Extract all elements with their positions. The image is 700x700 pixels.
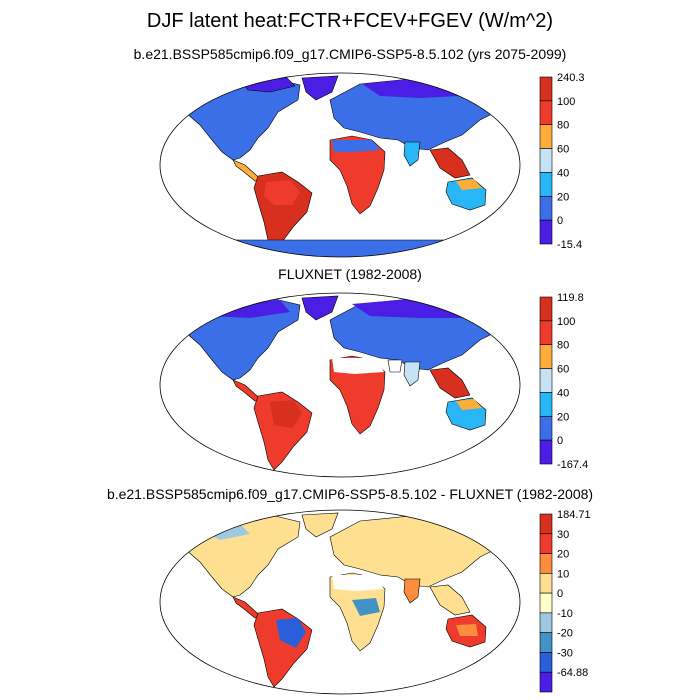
se-asia-2 [429, 367, 471, 399]
south-america-amazon-1 [264, 180, 300, 205]
panel-3-title: b.e21.BSSP585cmip6.f09_g17.CMIP6-SSP5-8.… [106, 486, 594, 502]
colorbar-1-label: 100 [557, 96, 575, 108]
colorbar-3-swatch [539, 592, 553, 614]
colorbar-1-swatch [539, 195, 553, 221]
colorbar-1-swatch [539, 76, 553, 102]
colorbar-3-label: 184.71 [557, 509, 591, 521]
se-asia-1 [429, 147, 471, 179]
colorbar-3-label: 0 [557, 588, 563, 600]
greenland-3 [301, 512, 339, 538]
colorbar-3-swatch [539, 632, 553, 653]
colorbar-3-label: -64.88 [557, 667, 588, 679]
colorbar-2-swatch [539, 368, 553, 393]
colorbar-3-swatch [539, 513, 553, 535]
australia-north-2 [456, 399, 482, 410]
colorbar-3-swatch [539, 533, 553, 554]
colorbar-2-label: 40 [557, 387, 569, 399]
arabia-2 [387, 359, 403, 373]
colorbar-3-label: 20 [557, 549, 569, 561]
colorbar-3-swatch [539, 652, 553, 673]
map-panel-1 [159, 72, 521, 258]
colorbar-1-swatch [539, 100, 553, 126]
colorbar-1-label: 20 [557, 191, 569, 203]
figure-title: DJF latent heat:FCTR+FCEV+FGEV (W/m^2) [146, 10, 554, 32]
sahara-1 [332, 140, 380, 152]
colorbar-3-label: -30 [557, 647, 573, 659]
colorbar-1-swatch [539, 219, 553, 245]
se-asia-3 [429, 584, 471, 616]
colorbar-1-label: 0 [557, 215, 563, 227]
colorbar-2-swatch [539, 320, 553, 346]
colorbar-3-label: -20 [557, 628, 573, 640]
panel-1-title: b.e21.BSSP585cmip6.f09_g17.CMIP6-SSP5-8.… [133, 46, 567, 62]
colorbar-3-swatch [539, 671, 553, 693]
globe-outline-3 [159, 509, 521, 695]
colorbars: 240.3100806040200-15.4119.8100806040200-… [539, 72, 591, 693]
colorbar-2-label: 60 [557, 364, 569, 376]
india-3 [403, 578, 421, 604]
south-america-core-2 [270, 400, 302, 428]
greenland-2 [301, 295, 339, 321]
colorbar-3-label: 10 [557, 568, 569, 580]
colorbar-2-label: 20 [557, 411, 569, 423]
globe-outline-2 [159, 292, 521, 478]
colorbar-2-swatch [539, 439, 553, 465]
globe-outline-1 [159, 72, 521, 258]
colorbar-2-swatch [539, 392, 553, 417]
colorbar-2-label: -167.4 [557, 459, 588, 471]
india-1 [403, 141, 421, 167]
colorbar-3-swatch [539, 612, 553, 633]
colorbar-3-label: -10 [557, 608, 573, 620]
australia-north-1 [456, 179, 482, 190]
africa-blue-3 [352, 598, 380, 616]
sahara-2 [332, 358, 384, 374]
panel-2-title: FLUXNET (1982-2008) [278, 266, 422, 282]
greenland-1 [301, 75, 339, 101]
colorbar-2-label: 119.8 [557, 292, 584, 304]
colorbar-1-label: -15.4 [557, 239, 582, 251]
colorbar-2-swatch [539, 415, 553, 441]
map-panel-3 [159, 509, 521, 695]
colorbar-3-swatch [539, 573, 553, 594]
colorbar-1-label: 240.3 [557, 72, 585, 84]
colorbar-2-label: 80 [557, 340, 569, 352]
colorbar-2-swatch [539, 296, 553, 322]
colorbar-1-label: 60 [557, 144, 569, 156]
colorbar-2-label: 0 [557, 435, 563, 447]
colorbar-2-swatch [539, 344, 553, 369]
south-america-blue-3 [276, 618, 306, 648]
colorbar-1-label: 80 [557, 120, 569, 132]
sahara-3 [332, 575, 384, 591]
colorbar-3-swatch [539, 553, 553, 574]
colorbar-1-label: 40 [557, 167, 569, 179]
india-2 [403, 361, 421, 387]
colorbar-2-label: 100 [557, 316, 575, 328]
australia-center-3 [456, 624, 478, 636]
colorbar-1-swatch [539, 172, 553, 197]
map-panel-2 [159, 292, 521, 478]
colorbar-3-label: 30 [557, 529, 569, 541]
colorbar-1-swatch [539, 124, 553, 149]
colorbar-1-swatch [539, 148, 553, 173]
